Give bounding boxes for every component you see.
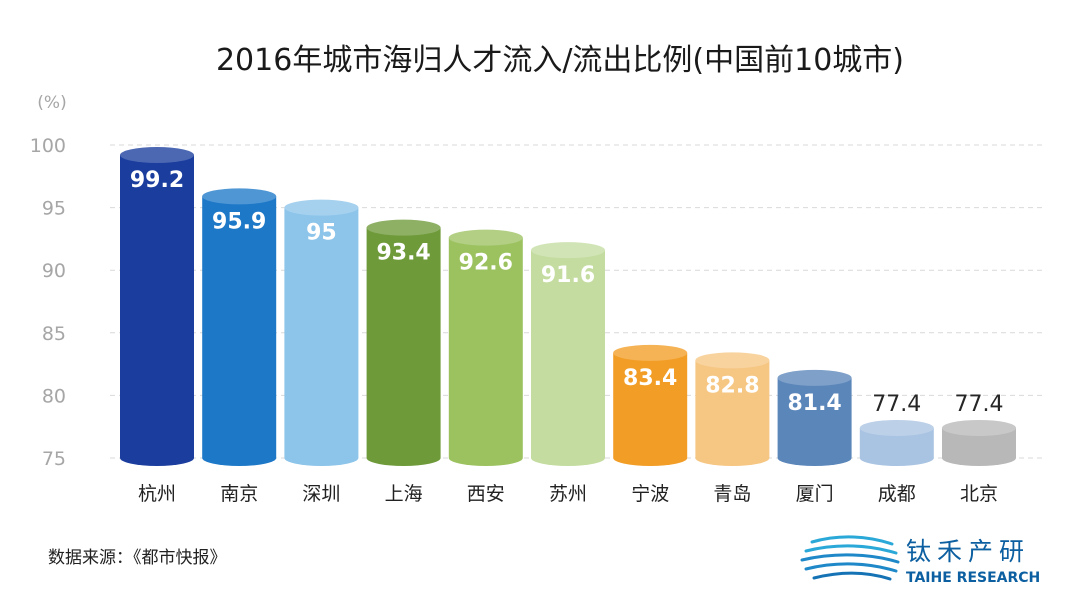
data-label: 91.6: [541, 263, 595, 288]
x-tick-label: 杭州: [138, 483, 176, 505]
data-label: 77.4: [955, 392, 1004, 417]
data-label: 95: [306, 221, 337, 246]
bar-top: [202, 188, 277, 205]
x-tick-label: 上海: [385, 483, 423, 505]
bar-青岛: 82.8: [695, 352, 770, 466]
x-tick-label: 北京: [960, 483, 998, 505]
bar-top: [942, 419, 1016, 436]
bar-body: [366, 227, 441, 466]
bar-top: [284, 199, 359, 216]
bar-top: [120, 147, 194, 164]
bar-body: [448, 237, 523, 466]
y-axis-unit: (%): [37, 93, 66, 113]
x-tick-label: 青岛: [713, 483, 751, 505]
bar-深圳: 95: [284, 199, 359, 466]
y-tick-label: 80: [42, 385, 66, 407]
data-label: 93.4: [376, 241, 430, 266]
bar-top: [531, 242, 605, 259]
bar-top: [448, 229, 523, 246]
bar-苏州: 91.6: [531, 242, 605, 466]
y-tick-label: 100: [30, 135, 66, 157]
bar-top: [859, 419, 934, 436]
bar-top: [613, 344, 688, 361]
bar-body: [695, 360, 770, 466]
x-tick-label: 成都: [878, 483, 916, 505]
bar-top: [777, 369, 852, 386]
data-label: 92.6: [459, 251, 513, 276]
y-tick-label: 75: [42, 448, 66, 470]
bar-上海: 93.4: [366, 219, 441, 466]
x-tick-label: 西安: [467, 483, 505, 505]
bar-宁波: 83.4: [613, 344, 688, 466]
x-tick-label: 深圳: [302, 483, 340, 505]
x-tick-label: 厦门: [796, 483, 834, 505]
y-tick-label: 90: [42, 260, 66, 282]
bar-body: [284, 207, 359, 466]
source-note: 数据来源：《都市快报》: [48, 548, 227, 568]
chart-title: 2016年城市海归人才流入/流出比例(中国前10城市): [216, 43, 904, 78]
bar-body: [531, 250, 605, 466]
bar-body: [942, 427, 1016, 466]
bar-厦门: 81.4: [777, 369, 852, 466]
x-tick-label: 宁波: [631, 483, 669, 505]
taihe-logo: 钛禾产研 TAIHE RESEARCH: [800, 535, 1040, 586]
bar-body: [777, 377, 852, 466]
bar-杭州: 99.2: [120, 147, 194, 467]
bar-body: [613, 352, 688, 466]
x-tick-label: 苏州: [549, 483, 587, 505]
data-label: 83.4: [623, 366, 677, 391]
y-tick-label: 85: [42, 323, 66, 345]
logo-english-name: TAIHE RESEARCH: [906, 570, 1040, 586]
data-label: 81.4: [787, 391, 841, 416]
bar-北京: 77.4: [942, 392, 1016, 466]
data-label: 95.9: [212, 209, 266, 234]
y-axis-ticks: 100 95 90 85 80 75: [30, 135, 66, 470]
data-label: 77.4: [872, 392, 921, 417]
data-label: 82.8: [705, 373, 759, 398]
bar-南京: 95.9: [202, 188, 277, 466]
data-label: 99.2: [130, 168, 184, 193]
bars: 99.2 95.9 95 93.4 92.6 91.6 83.4 82.8 81.4 77.4 77…: [120, 147, 1016, 467]
bar-top: [366, 219, 441, 236]
bar-body: [859, 427, 934, 466]
bar-body: [120, 155, 194, 467]
x-axis-ticks: 杭州 南京 深圳 上海 西安 苏州 宁波 青岛 厦门 成都 北京: [138, 483, 998, 505]
bar-body: [202, 196, 277, 466]
y-tick-label: 95: [42, 198, 66, 220]
bar-西安: 92.6: [448, 229, 523, 466]
x-tick-label: 南京: [220, 483, 258, 505]
logo-mark-icon: [800, 535, 900, 581]
bar-top: [695, 352, 770, 369]
logo-chinese-name: 钛禾产研: [906, 537, 1030, 566]
bar-成都: 77.4: [859, 392, 934, 466]
